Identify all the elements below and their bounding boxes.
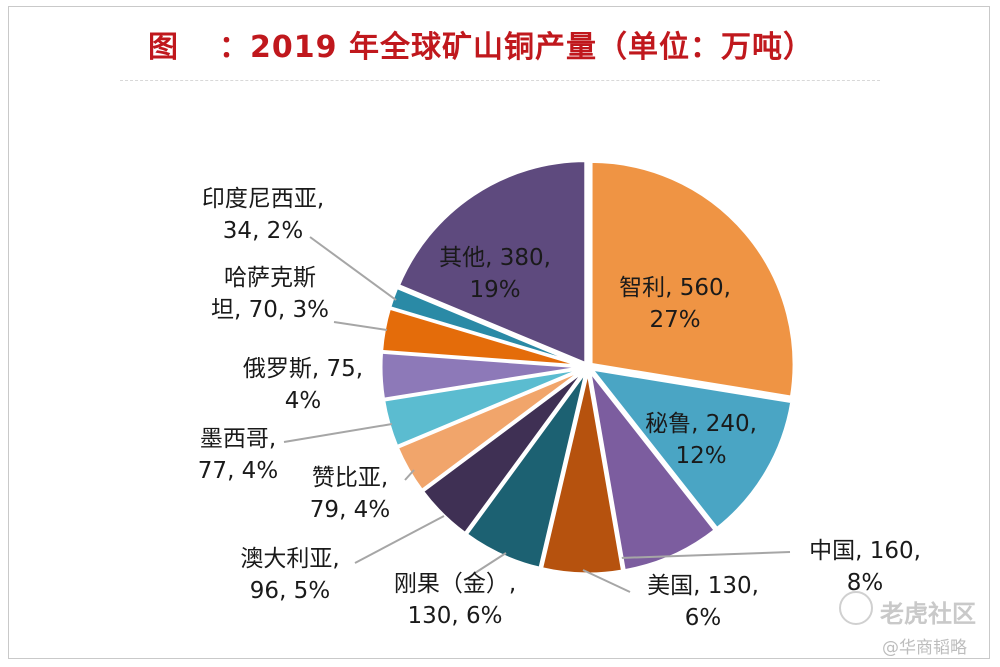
leader-line-9 [333, 321, 388, 331]
leader-line-5 [354, 515, 445, 564]
slice-label-0: 智利, 560, 27% [600, 272, 750, 336]
slice-label-line: 墨西哥, [199, 426, 277, 452]
title-divider [120, 80, 880, 81]
slice-label-3: 美国, 130, 6% [628, 570, 778, 634]
slice-label-line: 27% [649, 307, 701, 333]
slice-label-7: 墨西哥, 77, 4% [178, 423, 298, 487]
slice-label-8: 俄罗斯, 75, 4% [228, 353, 378, 417]
leader-line-7 [283, 423, 393, 443]
slice-label-line: 俄罗斯, 75, [242, 356, 364, 382]
slice-label-line: 77, 4% [197, 458, 279, 484]
slice-label-line: 智利, 560, [619, 275, 731, 301]
leader-line-6 [404, 469, 415, 481]
slice-label-line: 澳大利亚, [240, 546, 340, 572]
watermark-logo-icon [839, 591, 873, 625]
slice-label-line: 中国, 160, [809, 538, 921, 564]
slice-label-line: 79, 4% [309, 497, 391, 523]
slice-label-2: 中国, 160, 8% [790, 535, 940, 599]
chart-title: 图 ：2019 年全球矿山铜产量（单位：万吨） [148, 22, 814, 66]
slice-label-line: 印度尼西亚, [201, 186, 325, 212]
slice-label-6: 赞比亚, 79, 4% [290, 462, 410, 526]
slice-label-9: 哈萨克斯坦, 70, 3% [200, 262, 340, 326]
slice-label-line: 12% [675, 443, 727, 469]
leader-line-2 [619, 551, 791, 559]
slice-label-line: 赞比亚, [311, 465, 389, 491]
slice-label-1: 秘鲁, 240, 12% [626, 408, 776, 472]
slice-label-11: 其他, 380, 19% [420, 242, 570, 306]
slice-label-line: 刚果（金）, [393, 571, 517, 597]
watermark-brand: 老虎社区 [880, 600, 976, 628]
slice-label-line: 其他, 380, [439, 245, 551, 271]
slice-label-4: 刚果（金）, 130, 6% [370, 568, 540, 632]
slice-label-line: 130, 6% [407, 603, 503, 629]
slice-label-line: 坦, 70, 3% [211, 297, 329, 323]
slice-label-10: 印度尼西亚, 34, 2% [178, 183, 348, 247]
watermark-source: @华商韬略 [882, 638, 967, 658]
slice-label-5: 澳大利亚, 96, 5% [220, 543, 360, 607]
leader-line-3 [582, 569, 631, 593]
slice-label-line: 34, 2% [222, 218, 304, 244]
slice-label-line: 哈萨克斯 [224, 265, 316, 291]
slice-label-line: 秘鲁, 240, [645, 411, 757, 437]
leader-line-10 [309, 236, 397, 301]
slice-label-line: 美国, 130, [647, 573, 759, 599]
pie-slice-11 [396, 159, 588, 366]
pie-slice-1 [587, 366, 794, 531]
pie-slice-0 [589, 159, 796, 399]
pie-slice-3 [539, 370, 625, 576]
chart-title-text: ：2019 年全球矿山铜产量（单位：万吨） [219, 30, 814, 65]
slice-label-line: 4% [284, 388, 322, 414]
slice-label-line: 6% [684, 605, 722, 631]
figure-prefix: 图 [148, 30, 179, 65]
slice-label-line: 96, 5% [249, 578, 331, 604]
leader-line-4 [474, 552, 507, 574]
slice-label-line: 19% [469, 277, 521, 303]
